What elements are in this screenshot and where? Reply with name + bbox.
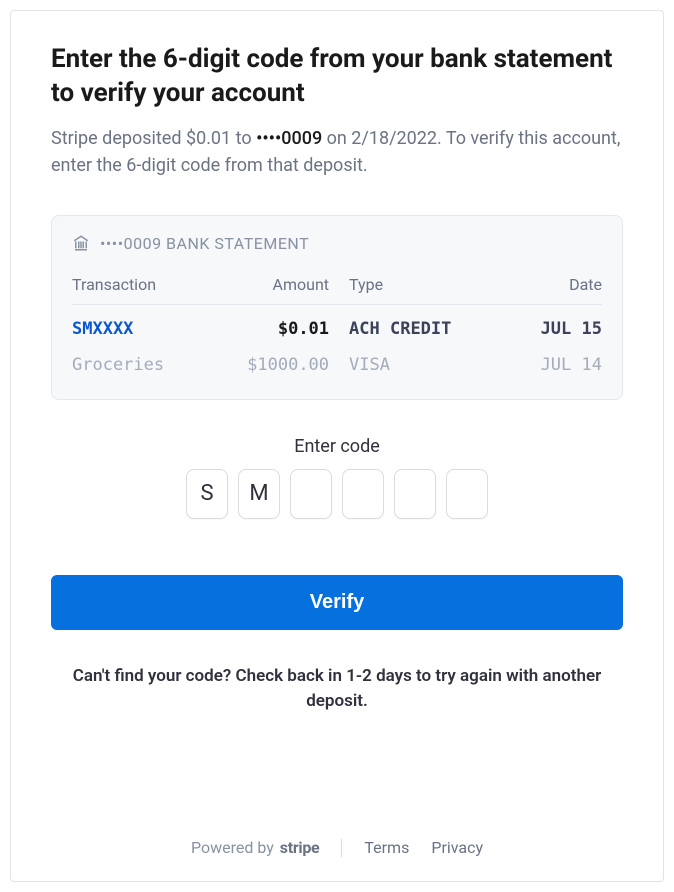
page-title: Enter the 6-digit code from your bank st… <box>51 43 623 111</box>
code-box-4[interactable] <box>342 469 384 519</box>
stripe-logo: stripe <box>280 838 320 857</box>
cell-transaction: SMXXXX <box>72 319 229 339</box>
bank-statement-panel: ••••0009 BANK STATEMENT Transaction Amou… <box>51 215 623 400</box>
powered-by: Powered by stripe <box>191 838 319 857</box>
statement-header: ••••0009 BANK STATEMENT <box>72 234 602 253</box>
statement-header-text: ••••0009 BANK STATEMENT <box>100 234 309 253</box>
privacy-link[interactable]: Privacy <box>431 838 483 857</box>
code-box-2[interactable] <box>238 469 280 519</box>
statement-table: Transaction Amount Type Date SMXXXX $0.0… <box>72 267 602 383</box>
bank-icon <box>72 234 90 252</box>
hint-text: Can't find your code? Check back in 1-2 … <box>51 664 623 715</box>
col-date: Date <box>494 275 602 294</box>
page-subtitle: Stripe deposited $0.01 to ••••0009 on 2/… <box>51 125 623 179</box>
subtitle-pre: Stripe deposited $0.01 to <box>51 128 256 149</box>
col-type: Type <box>349 275 494 294</box>
code-box-6[interactable] <box>446 469 488 519</box>
table-row: SMXXXX $0.01 ACH CREDIT JUL 15 <box>72 305 602 347</box>
cell-date: JUL 15 <box>494 319 602 339</box>
verify-button[interactable]: Verify <box>51 575 623 630</box>
cell-amount: $0.01 <box>229 319 349 339</box>
code-box-3[interactable] <box>290 469 332 519</box>
terms-link[interactable]: Terms <box>364 838 409 857</box>
code-box-1[interactable] <box>186 469 228 519</box>
enter-code-label: Enter code <box>51 436 623 457</box>
code-box-5[interactable] <box>394 469 436 519</box>
verify-account-card: Enter the 6-digit code from your bank st… <box>10 10 664 882</box>
table-header-row: Transaction Amount Type Date <box>72 267 602 305</box>
account-mask: ••••0009 <box>256 128 322 149</box>
col-transaction: Transaction <box>72 275 229 294</box>
code-input-group <box>51 469 623 519</box>
cell-type: ACH CREDIT <box>349 319 494 339</box>
footer-divider <box>341 839 342 857</box>
table-row: Groceries $1000.00 VISA JUL 14 <box>72 347 602 383</box>
powered-by-text: Powered by <box>191 838 274 857</box>
cell-transaction: Groceries <box>72 355 229 375</box>
cell-amount: $1000.00 <box>229 355 349 375</box>
col-amount: Amount <box>229 275 349 294</box>
cell-date: JUL 14 <box>494 355 602 375</box>
footer: Powered by stripe Terms Privacy <box>51 838 623 857</box>
cell-type: VISA <box>349 355 494 375</box>
